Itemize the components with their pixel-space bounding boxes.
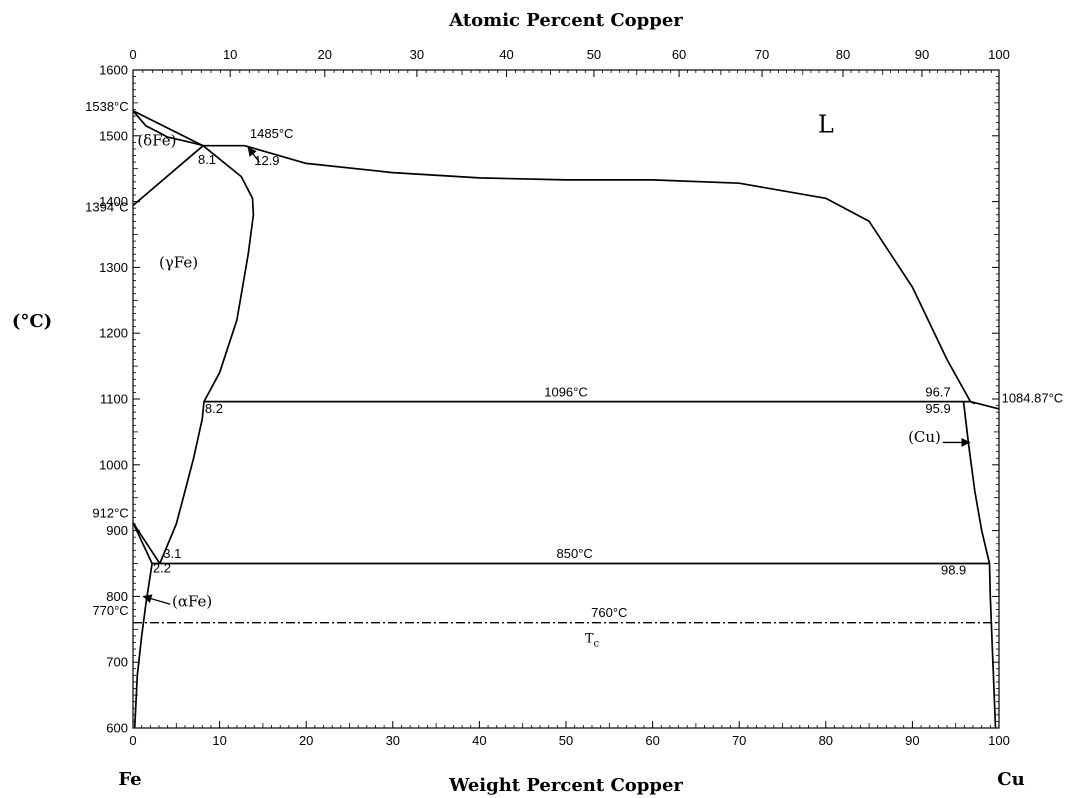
annotation-label: 8.1 xyxy=(198,152,216,167)
top-tick-label: 0 xyxy=(129,47,136,62)
x-tick-label: 30 xyxy=(386,733,400,748)
y-tick-label: 1300 xyxy=(99,260,128,275)
x-tick-label: 80 xyxy=(819,733,833,748)
y-tick-label: 1000 xyxy=(99,457,128,472)
axis-ticks: 0 10 20 30 40 50 60 70 80 90 1000 10 20 30 40 50 60 70 80 9… xyxy=(99,47,1010,748)
annotations: 1538°C 1485°C (δFe) 8.1 12.9 L 1394°C (γFe) 1096… xyxy=(85,99,1063,650)
annotation-label: 760°C xyxy=(591,605,627,620)
annotation-label: 12.9 xyxy=(254,153,279,168)
annotation-arrow xyxy=(142,594,171,605)
phase-boundary-line xyxy=(132,522,161,564)
top-tick-label: 70 xyxy=(755,47,769,62)
annotation-label: (γFe) xyxy=(159,253,198,271)
x-tick-label: 10 xyxy=(212,733,226,748)
y-tick-label: 800 xyxy=(106,589,128,604)
annotation-label: 8.2 xyxy=(205,401,223,416)
top-tick-label: 90 xyxy=(915,47,929,62)
annotation-label: 912°C xyxy=(92,505,128,520)
annotation-label: (αFe) xyxy=(172,592,212,610)
top-axis-title: Atomic Percent Copper xyxy=(448,10,683,31)
cu-end-label: Cu xyxy=(997,769,1024,790)
annotation-label: Tc xyxy=(585,631,600,649)
annotation-arrow xyxy=(247,146,260,163)
x-tick-label: 90 xyxy=(905,733,919,748)
x-tick-label: 20 xyxy=(299,733,313,748)
x-tick-label: 60 xyxy=(645,733,659,748)
annotation-label: 3.1 xyxy=(163,546,181,561)
annotation-label: 1485°C xyxy=(250,126,294,141)
annotation-label: 1084.87°C xyxy=(1002,390,1064,405)
phase-boundary-line xyxy=(132,110,204,147)
top-tick-label: 60 xyxy=(672,47,686,62)
y-tick-label: 1200 xyxy=(99,326,128,341)
x-tick-label: 50 xyxy=(559,733,573,748)
phase-boundary-line xyxy=(970,400,1000,410)
y-tick-label: 900 xyxy=(106,523,128,538)
top-tick-label: 40 xyxy=(499,47,513,62)
annotation-label: L xyxy=(818,111,834,139)
phase-boundary-line xyxy=(962,401,991,564)
bottom-axis-title: Weight Percent Copper xyxy=(448,775,683,796)
x-tick-label: 0 xyxy=(129,733,136,748)
annotation-label: 770°C xyxy=(92,603,128,618)
annotation-label: 1394°C xyxy=(85,199,129,214)
annotation-arrows xyxy=(142,146,971,605)
annotation-label: (Cu) xyxy=(908,428,941,446)
top-tick-label: 10 xyxy=(223,47,237,62)
top-tick-label: 50 xyxy=(587,47,601,62)
phase-boundary-line xyxy=(132,522,153,564)
phase-boundary-line xyxy=(244,144,976,405)
y-axis-unit-label: (°C) xyxy=(12,311,52,332)
annotation-label: 1538°C xyxy=(85,99,129,114)
y-tick-label: 600 xyxy=(106,721,128,736)
y-tick-label: 1400 xyxy=(99,194,128,209)
annotation-label: 1096°C xyxy=(544,384,588,399)
annotation-label: 850°C xyxy=(557,546,593,561)
top-tick-label: 20 xyxy=(318,47,332,62)
phase-boundary-line xyxy=(202,145,255,403)
annotation-label: 95.9 xyxy=(925,401,950,416)
phase-boundary-line xyxy=(988,563,997,729)
top-tick-label: 100 xyxy=(988,47,1010,62)
x-tick-label: 70 xyxy=(732,733,746,748)
fe-end-label: Fe xyxy=(118,769,141,790)
y-tick-label: 1100 xyxy=(100,392,128,407)
phase-boundaries xyxy=(132,110,1000,729)
annotation-label: (δFe) xyxy=(137,132,176,150)
top-tick-label: 30 xyxy=(410,47,424,62)
x-tick-label: 100 xyxy=(988,733,1010,748)
annotation-label: 96.7 xyxy=(925,384,950,399)
y-tick-label: 1500 xyxy=(99,128,128,143)
x-tick-label: 40 xyxy=(472,733,486,748)
y-tick-label: 700 xyxy=(106,655,128,670)
y-tick-label: 1600 xyxy=(99,63,128,78)
phase-boundary-line xyxy=(159,401,205,564)
annotation-label: 98.9 xyxy=(941,563,966,578)
annotation-label: 2.2 xyxy=(153,561,171,576)
phase-boundary-line xyxy=(132,145,204,207)
phase-boundary-line xyxy=(132,110,205,147)
top-tick-label: 80 xyxy=(836,47,850,62)
phase-boundary-line xyxy=(133,563,153,729)
